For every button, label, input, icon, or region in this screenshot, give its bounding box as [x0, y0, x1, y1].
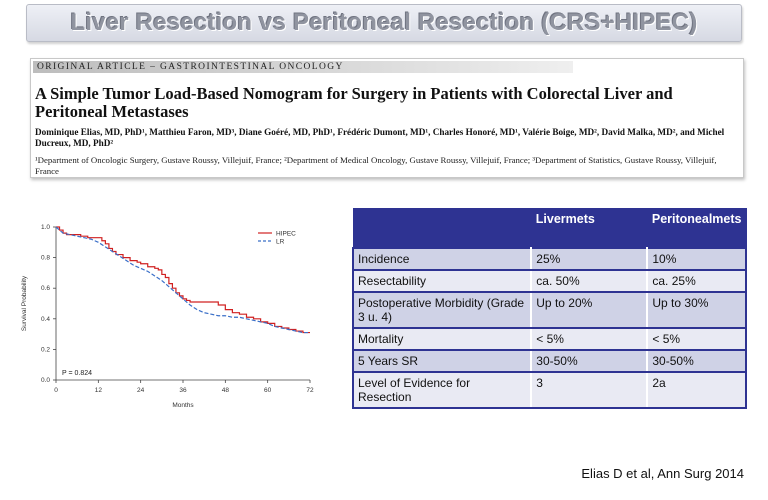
y-tick-label: 0.8 [41, 255, 50, 262]
table-cell: Resectability [351, 269, 533, 293]
table-cell: Level of Evidence for Resection [351, 371, 533, 409]
x-tick-label: 0 [54, 387, 58, 394]
table-row: Mortality < 5% < 5% [351, 327, 747, 351]
article-authors: Dominique Elias, MD, PhD¹, Matthieu Faro… [35, 127, 725, 148]
table-cell: 5 Years SR [351, 349, 533, 373]
p-value-annotation: P = 0.824 [62, 370, 92, 377]
x-axis-label: Months [172, 402, 194, 409]
table-row: Postoperative Morbidity (Grade 3 u. 4) U… [351, 291, 747, 329]
y-tick-label: 0.6 [41, 285, 50, 292]
table-cell: Up to 20% [530, 291, 649, 329]
table-cell: Up to 30% [646, 291, 747, 329]
table-cell: 3 [530, 371, 649, 409]
y-tick-label: 0.0 [41, 377, 50, 384]
legend-label: HIPEC [276, 231, 296, 238]
x-tick-label: 60 [264, 387, 272, 394]
y-tick-label: 0.4 [41, 316, 50, 323]
table-cell: Incidence [351, 247, 533, 271]
table-row: Resectability ca. 50% ca. 25% [351, 269, 747, 293]
article-section-label: ORIGINAL ARTICLE – GASTROINTESTINAL ONCO… [33, 61, 573, 73]
table-row: 5 Years SR 30-50% 30-50% [351, 349, 747, 373]
series-line-hipec [56, 226, 310, 334]
table-cell: < 5% [646, 327, 747, 351]
table-header-cell: Livermets [530, 208, 648, 249]
table-cell: Mortality [351, 327, 533, 351]
survival-chart: 0 12 24 36 48 60 72 0.0 0.2 0.4 0.6 0.8 1.0 Months Sur… [14, 215, 324, 415]
comparison-table: Livermets Peritonealmets Incidence 25% 1… [351, 208, 747, 409]
table-cell: Postoperative Morbidity (Grade 3 u. 4) [351, 291, 533, 329]
table-cell: 30-50% [530, 349, 649, 373]
table-cell: 10% [646, 247, 747, 271]
y-axis-label: Survival Probability [21, 275, 28, 331]
x-tick-label: 72 [306, 387, 314, 394]
table-header-cell [352, 208, 532, 249]
x-tick-label: 24 [137, 387, 145, 394]
table-header-row: Livermets Peritonealmets [352, 208, 747, 249]
article-title: A Simple Tumor Load-Based Nomogram for S… [35, 84, 673, 121]
x-tick-label: 48 [222, 387, 230, 394]
citation: Elias D et al, Ann Surg 2014 [581, 466, 744, 481]
x-tick-label: 36 [179, 387, 187, 394]
table-row: Level of Evidence for Resection 3 2a [351, 371, 747, 409]
table-cell: ca. 25% [646, 269, 747, 293]
table-cell: 25% [530, 247, 649, 271]
table-cell: ca. 50% [530, 269, 649, 293]
table-cell: 2a [646, 371, 747, 409]
article-excerpt: ORIGINAL ARTICLE – GASTROINTESTINAL ONCO… [30, 58, 744, 178]
series-line-lr [55, 226, 310, 334]
x-tick-label: 12 [95, 387, 103, 394]
y-tick-label: 1.0 [41, 224, 50, 231]
legend-label: LR [276, 239, 285, 246]
survival-chart-svg: 0 12 24 36 48 60 72 0.0 0.2 0.4 0.6 0.8 1.0 Months Sur… [21, 224, 314, 409]
y-tick-label: 0.2 [41, 346, 50, 353]
table-cell: < 5% [530, 327, 649, 351]
table-row: Incidence 25% 10% [351, 247, 747, 271]
slide-title: Liver Resection vs Peritoneal Resection … [70, 9, 698, 36]
table-header-cell: Peritonealmets [646, 208, 747, 249]
table-cell: 30-50% [646, 349, 747, 373]
article-affiliations: ¹Department of Oncologic Surgery, Gustav… [35, 155, 717, 176]
slide-title-bar: Liver Resection vs Peritoneal Resection … [26, 4, 742, 42]
